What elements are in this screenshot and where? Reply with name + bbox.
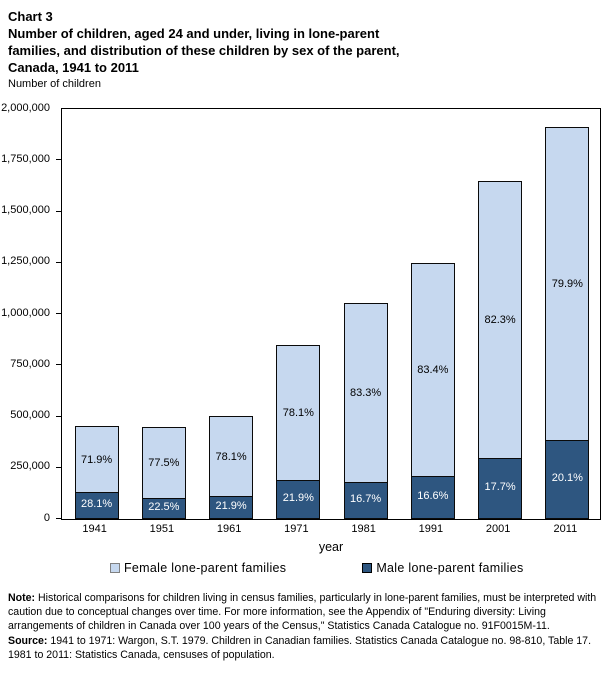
note-label: Note:	[8, 592, 36, 604]
legend-item: Male lone-parent families	[362, 561, 523, 575]
x-tick-label: 1961	[216, 523, 242, 535]
bar-segment-male	[479, 458, 522, 518]
chart-title-line-2: families, and distribution of these chil…	[8, 43, 400, 58]
y-axis-unit-label: Number of children	[8, 78, 101, 90]
y-tick-label: 1,000,000	[1, 306, 50, 319]
x-tick-label: 1981	[351, 523, 376, 535]
female-percent-label: 83.3%	[350, 387, 382, 399]
source-label: Source:	[8, 635, 48, 647]
x-axis-title: year	[318, 540, 344, 554]
bar-1961: 78.1% 21.9%	[209, 416, 254, 519]
male-percent-label: 16.6%	[417, 490, 449, 502]
y-tick-label: 500,000	[10, 409, 50, 421]
x-tick-label: 2011	[553, 523, 578, 535]
male-percent-label: 21.9%	[215, 500, 247, 512]
male-percent-label: 28.1%	[81, 498, 113, 510]
y-tick-label: 1,250,000	[1, 255, 50, 268]
footnotes: Note: Historical comparisons for childre…	[8, 591, 602, 663]
legend-label: Male lone-parent families	[376, 561, 524, 575]
female-percent-label: 83.4%	[417, 364, 449, 376]
source-text: 1941 to 1971: Wargon, S.T. 1979. Childre…	[8, 635, 592, 661]
legend-swatch-icon	[362, 563, 373, 573]
female-percent-label: 82.3%	[484, 314, 516, 326]
x-tick-label: 1991	[418, 523, 444, 535]
bar-segment-male	[411, 476, 454, 518]
bar-1951: 77.5% 22.5%	[141, 427, 186, 519]
x-tick-label: 1971	[284, 523, 309, 535]
female-percent-label: 79.9%	[551, 278, 583, 290]
legend-swatch-icon	[110, 563, 120, 573]
male-percent-label: 21.9%	[282, 492, 314, 504]
bar-1941: 71.9% 28.1%	[74, 426, 119, 519]
y-tick-label: 1,500,000	[1, 204, 50, 216]
female-percent-label: 71.9%	[81, 453, 113, 466]
female-percent-label: 78.1%	[282, 407, 314, 419]
legend: Female lone-parent families Male lone-par…	[110, 561, 524, 575]
x-tick-label: 2001	[485, 523, 511, 535]
male-percent-label: 20.1%	[551, 472, 583, 484]
legend-label: Female lone-parent families	[124, 561, 287, 575]
y-tick-label: 0	[43, 511, 50, 524]
source-paragraph: Source: 1941 to 1971: Wargon, S.T. 1979.…	[8, 634, 602, 662]
female-percent-label: 78.1%	[215, 450, 247, 463]
bar-1971: 78.1% 21.9%	[276, 345, 321, 519]
bar-segment-male	[277, 480, 320, 518]
bar-segment-male	[210, 496, 253, 518]
chart-number: Chart 3	[8, 9, 53, 24]
male-percent-label: 22.5%	[148, 501, 180, 513]
bar-2011: 79.9% 20.1%	[545, 127, 590, 519]
y-tick-label: 1,750,000	[1, 152, 50, 165]
male-percent-label: 16.7%	[350, 493, 382, 505]
male-percent-label: 17.7%	[484, 481, 516, 493]
note-text: Historical comparisons for children livi…	[8, 592, 597, 632]
x-tick-label: 1951	[149, 523, 175, 535]
bar-1991: 83.4% 16.6%	[410, 263, 455, 519]
bar-segment-male	[546, 440, 589, 518]
bar-2001: 82.3% 17.7%	[478, 181, 523, 519]
female-percent-label: 77.5%	[148, 457, 180, 469]
x-tick-label: 1941	[82, 523, 107, 535]
y-tick-label: 2,000,000	[1, 101, 50, 114]
y-tick-label: 250,000	[10, 460, 50, 473]
chart-title: Chart 3 Number of children, aged 24 and …	[8, 8, 400, 76]
chart-title-line-1: Number of children, aged 24 and under, l…	[8, 26, 380, 41]
bar-1981: 83.3% 16.7%	[343, 303, 388, 519]
bar-segment-male	[75, 492, 118, 518]
plot-area: 71.9% 28.1% 77.5% 22.5% 78.1% 21.9% 78.1% 21.9%…	[61, 108, 601, 520]
bar-segment-male	[142, 498, 185, 518]
y-tick-label: 750,000	[10, 357, 50, 370]
legend-item: Female lone-parent families	[110, 561, 286, 575]
note-paragraph: Note: Historical comparisons for childre…	[8, 591, 602, 633]
chart-title-line-3: Canada, 1941 to 2011	[8, 60, 139, 75]
bar-segment-male	[344, 482, 387, 518]
